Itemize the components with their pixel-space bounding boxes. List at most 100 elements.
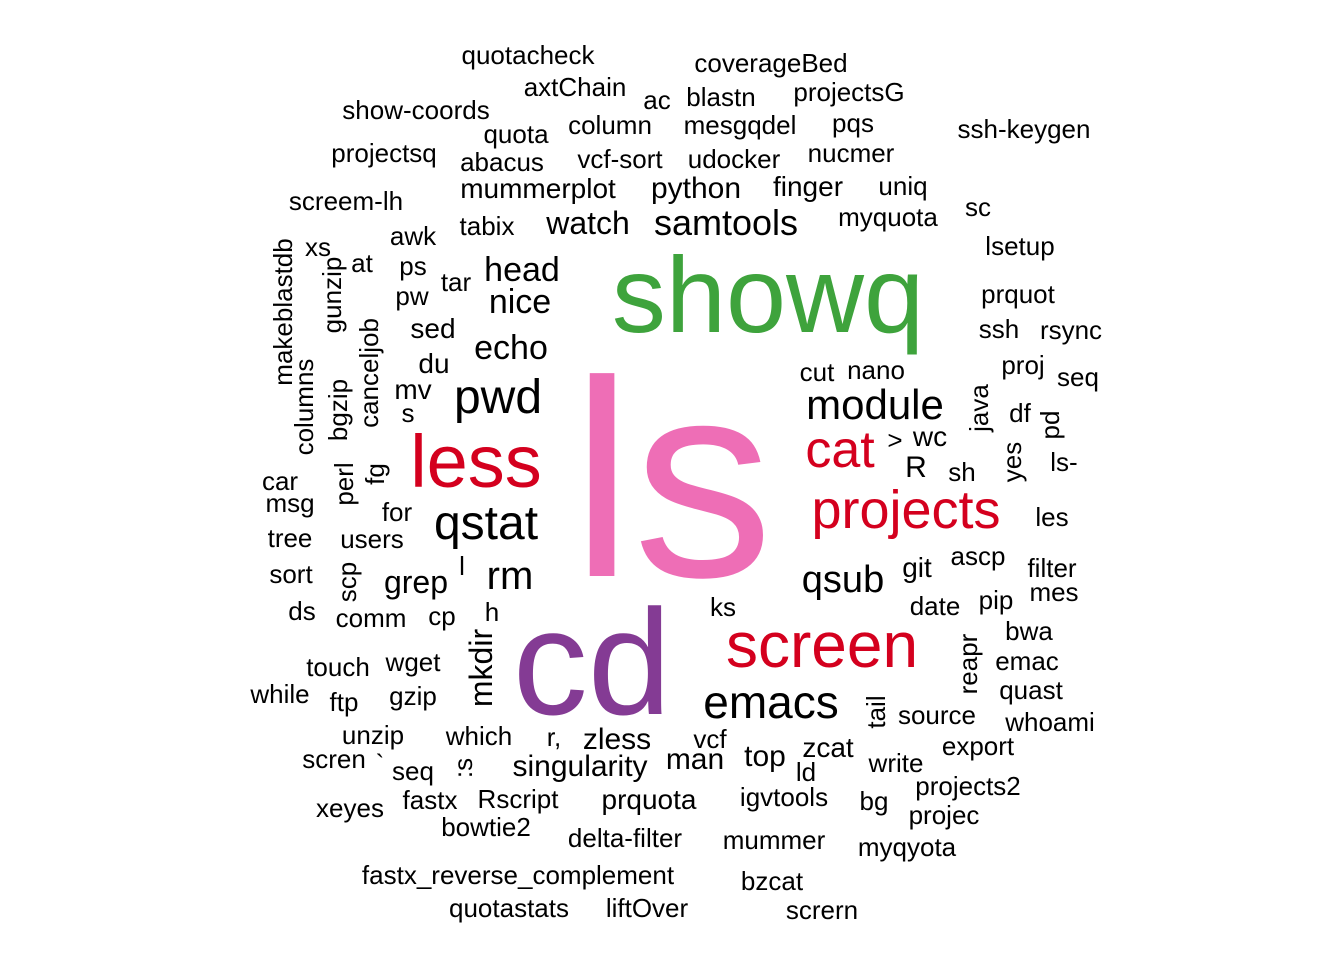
word: reapr bbox=[953, 633, 983, 695]
word: Rscript bbox=[477, 784, 559, 814]
word: show-coords bbox=[342, 95, 490, 125]
word: fastx bbox=[402, 785, 458, 815]
word: quotastats bbox=[449, 893, 569, 923]
word: cp bbox=[428, 601, 456, 631]
word: df bbox=[1009, 398, 1031, 428]
word: makeblastdb bbox=[268, 238, 298, 386]
word: yes bbox=[997, 441, 1027, 483]
word: prquota bbox=[601, 784, 697, 815]
word: filter bbox=[1027, 553, 1077, 583]
word: tabix bbox=[459, 211, 515, 241]
word: cd bbox=[512, 578, 672, 746]
word: grep bbox=[383, 564, 449, 600]
word: wc bbox=[912, 421, 948, 452]
word: emac bbox=[995, 646, 1059, 676]
word: module bbox=[806, 381, 944, 428]
word: qsub bbox=[801, 559, 885, 601]
word: source bbox=[897, 700, 977, 730]
word: scrern bbox=[785, 895, 859, 925]
word: mummerplot bbox=[460, 173, 616, 204]
word: write bbox=[868, 748, 924, 778]
word: projects bbox=[811, 480, 1001, 540]
word: projectsq bbox=[331, 138, 437, 168]
word: xeyes bbox=[316, 793, 384, 823]
word: ` bbox=[375, 749, 385, 779]
word: udocker bbox=[687, 144, 781, 174]
word: bwa bbox=[1005, 616, 1053, 646]
word: car bbox=[261, 466, 299, 496]
word: canceljob bbox=[354, 318, 384, 428]
word: axtChain bbox=[523, 72, 627, 102]
word: ld bbox=[795, 757, 817, 787]
word: r, bbox=[546, 722, 562, 752]
word: liftOver bbox=[605, 893, 689, 923]
word: mkdir bbox=[463, 628, 499, 708]
word: samtools bbox=[653, 202, 799, 243]
word: pd bbox=[1035, 410, 1065, 440]
word: sed bbox=[410, 313, 456, 344]
word: export bbox=[941, 731, 1015, 761]
word: perl bbox=[329, 462, 359, 506]
word: finger bbox=[772, 171, 844, 202]
word: java bbox=[964, 384, 994, 432]
word: les bbox=[1035, 502, 1069, 532]
word: tail bbox=[861, 695, 891, 729]
word: screen bbox=[725, 609, 919, 681]
word: sort bbox=[269, 559, 313, 589]
word: zless bbox=[582, 723, 652, 756]
word: nucmer bbox=[807, 138, 895, 168]
word: singularity bbox=[512, 750, 648, 783]
word: fastx_reverse_complement bbox=[361, 860, 675, 890]
word: python bbox=[650, 172, 742, 205]
word: projects2 bbox=[915, 771, 1021, 801]
word: tree bbox=[267, 523, 313, 553]
word: man bbox=[665, 743, 725, 776]
word: showq bbox=[611, 234, 925, 355]
word: quotacheck bbox=[461, 40, 595, 70]
word: less bbox=[410, 420, 542, 503]
word: emacs bbox=[703, 676, 839, 728]
word: zcat bbox=[802, 732, 854, 763]
word: nano bbox=[847, 355, 905, 385]
word: column bbox=[568, 110, 652, 140]
word: while bbox=[250, 679, 310, 709]
word: bzcat bbox=[740, 866, 804, 896]
word: nice bbox=[488, 283, 552, 321]
word: bg bbox=[859, 786, 889, 816]
word: h bbox=[484, 597, 500, 627]
word: top bbox=[744, 740, 786, 773]
word: scp bbox=[332, 561, 362, 603]
word: date bbox=[909, 591, 961, 621]
word: lsetup bbox=[985, 231, 1055, 261]
word: l bbox=[459, 551, 465, 581]
word: quast bbox=[999, 675, 1063, 705]
word: git bbox=[902, 552, 932, 583]
word: pw bbox=[395, 281, 429, 311]
word: ls bbox=[570, 324, 774, 636]
word: ps bbox=[399, 251, 427, 281]
word: seq bbox=[1057, 362, 1099, 392]
word: projectsG bbox=[793, 77, 905, 107]
word: > bbox=[887, 425, 903, 455]
word: msg bbox=[265, 488, 315, 518]
word: delta-filter bbox=[567, 823, 683, 853]
word: :s bbox=[448, 757, 478, 779]
word: myqyota bbox=[857, 832, 957, 862]
word: rm bbox=[486, 554, 534, 598]
word: whoami bbox=[1005, 707, 1095, 737]
word: xs bbox=[305, 232, 331, 262]
word: gunzip bbox=[317, 256, 347, 334]
word: projec bbox=[908, 800, 980, 830]
word: sc bbox=[965, 192, 991, 222]
word: users bbox=[340, 524, 404, 554]
word: igvtools bbox=[739, 782, 829, 812]
word: coverageBed bbox=[694, 48, 848, 78]
word: sh bbox=[948, 457, 976, 487]
word: which bbox=[445, 721, 513, 751]
word: blastn bbox=[686, 82, 756, 112]
word: scren bbox=[302, 744, 366, 774]
word: ftp bbox=[329, 687, 359, 717]
word: qstat bbox=[433, 497, 539, 550]
word: pqs bbox=[832, 108, 874, 138]
